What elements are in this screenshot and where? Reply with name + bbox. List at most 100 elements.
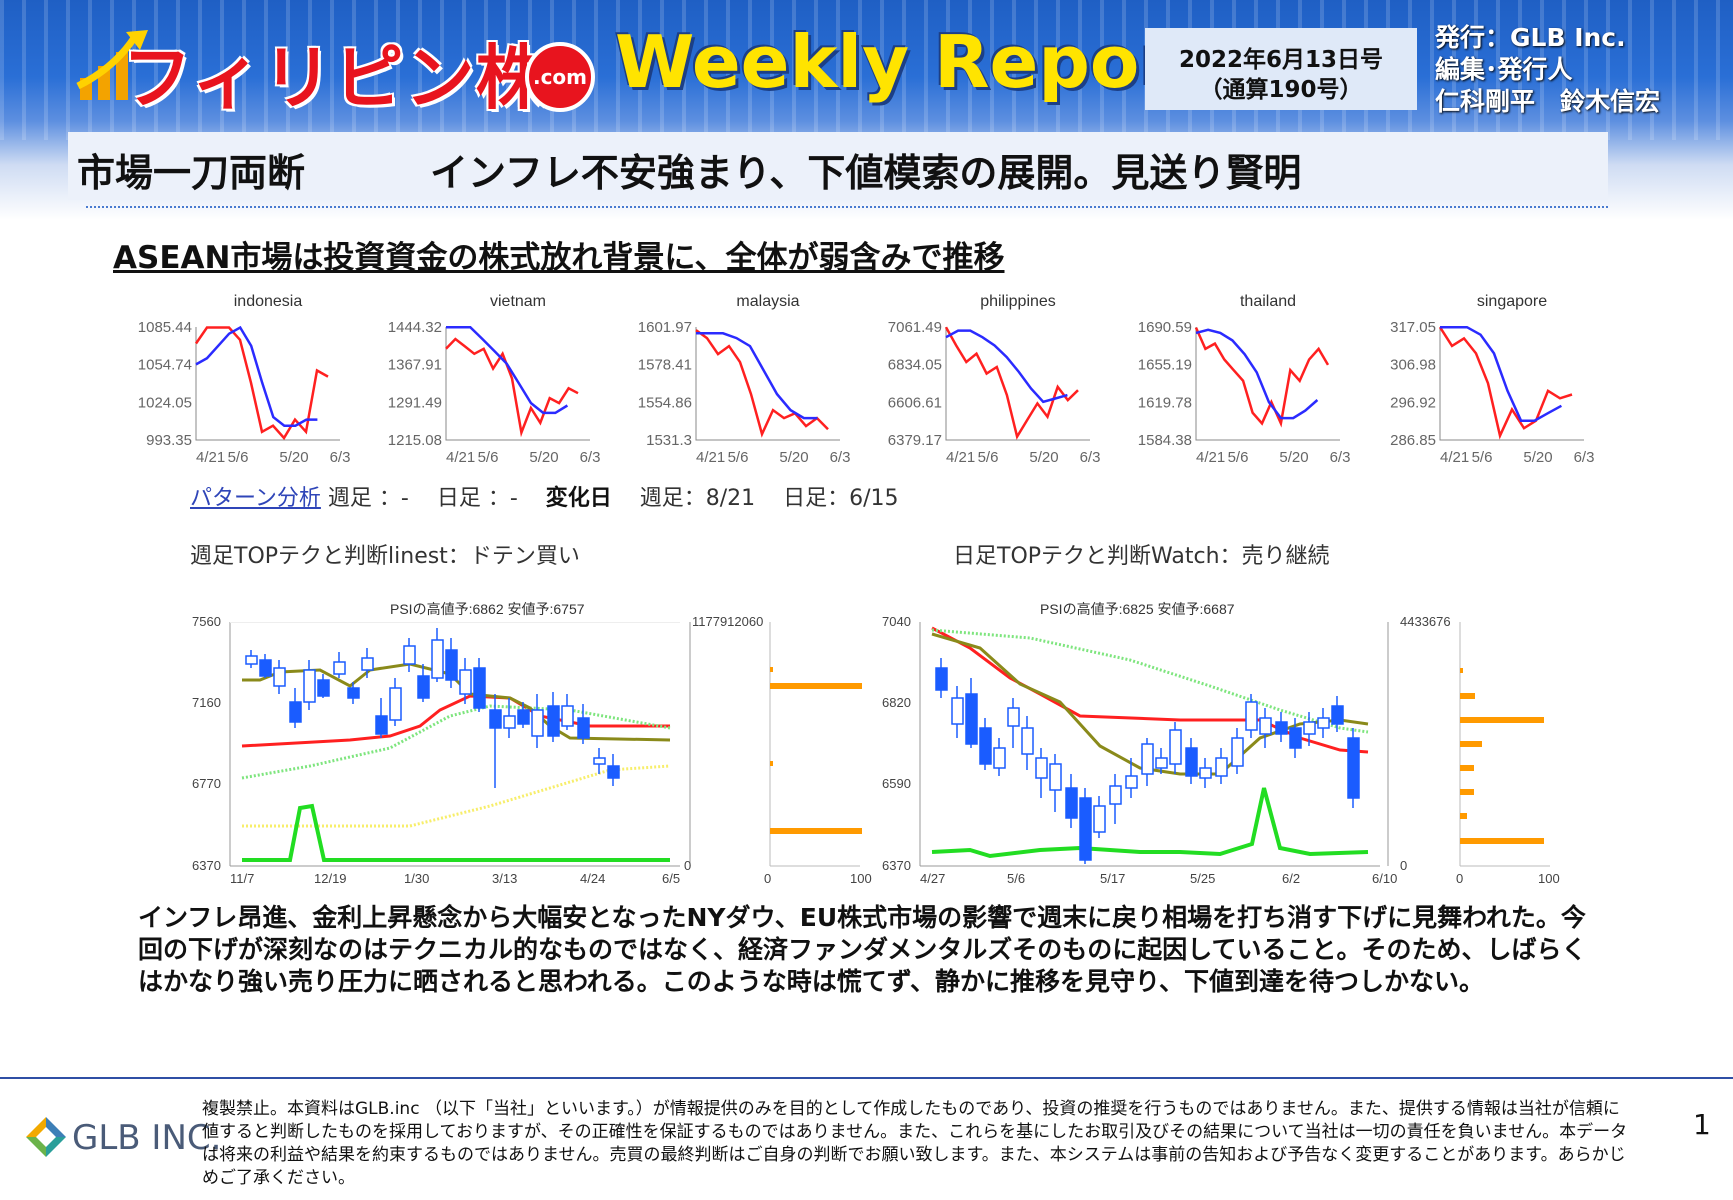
glb-logo-text: GLB INC. [72, 1118, 222, 1158]
mini-series-line [696, 332, 818, 420]
glb-logo-icon [26, 1117, 66, 1157]
editor-label: 編集･発行人 [1435, 55, 1573, 84]
mini-ytick: 1444.32 [388, 319, 442, 336]
mini-series-line [1440, 325, 1563, 422]
candlestick [1215, 757, 1228, 777]
daily-ytick: 6820 [882, 695, 911, 710]
pattern-daily: 日足 ：- [436, 486, 518, 511]
candlestick [375, 715, 388, 735]
mini-xtick: 4/21 [696, 449, 725, 466]
mini-chart-title: malaysia [736, 293, 799, 310]
candlestick [1331, 705, 1344, 725]
weekly-volume-bar [770, 828, 862, 834]
candlestick [577, 717, 590, 739]
mini-xtick: 5/6 [1472, 449, 1493, 466]
candlestick [1347, 737, 1360, 799]
change-day-daily: 日足：6/15 [783, 486, 899, 511]
pattern-analysis-row: パターン分析 週足 ：- 日足 ：- 変化日 週足：8/21 日足：6/15 [190, 480, 899, 512]
mini-ytick: 1054.74 [138, 357, 192, 374]
daily-green-oscillator [931, 787, 1369, 859]
candlestick [607, 765, 620, 779]
mini-chart-title: philippines [980, 293, 1056, 310]
mini-ytick: 1578.41 [638, 357, 692, 374]
mini-xtick: 4/21 [1440, 449, 1469, 466]
weekly-volume-max: 1177912060 [692, 614, 763, 629]
candlestick [389, 687, 402, 721]
publisher: 発行：GLB Inc. [1435, 23, 1626, 52]
commentary-text: インフレ昂進、金利上昇懸念から大幅安となったNYダウ、EU株式市場の影響で週末に… [138, 903, 1587, 996]
candlestick [445, 649, 458, 681]
sub-heading: ASEAN市場は投資資金の株式放れ背景に、全体が弱含みで推移 [113, 240, 1005, 276]
daily-technical-chart: PSIの高値予:6825 安値予:6687 7040 6820 6590 637… [882, 601, 1560, 886]
section-label: 市場一刀両断 [77, 151, 306, 195]
mini-chart-vietnam: vietnam 1444.32 1367.91 1291.49 1215.08 4/21 5… [368, 282, 618, 472]
candlestick [417, 675, 430, 699]
mini-xtick: 5/20 [1029, 449, 1058, 466]
mini-xtick: 4/21 [1196, 449, 1225, 466]
mini-series-line [1194, 327, 1330, 428]
daily-vol-axis-max: 100 [1538, 871, 1560, 886]
daily-volume-bar [1460, 741, 1482, 747]
mini-ytick: 1554.86 [638, 394, 692, 411]
daily-xtick: 6/10 [1372, 871, 1397, 886]
pattern-weekly: 週足 ：- [327, 486, 409, 511]
mini-chart-thailand: thailand 1690.59 1655.19 1619.78 1584.38 4/21… [1118, 282, 1368, 472]
mini-series-line [446, 325, 569, 415]
mini-chart-axis [445, 327, 590, 441]
page-number: 1 [1693, 1108, 1711, 1141]
mini-xtick: 4/21 [946, 449, 975, 466]
mini-xtick: 5/20 [529, 449, 558, 466]
daily-volume-tick [1460, 668, 1463, 673]
mini-xtick: 5/20 [279, 449, 308, 466]
candlestick [289, 701, 302, 723]
mini-xtick: 6/3 [330, 449, 351, 466]
mini-chart-indonesia: indonesia 1085.44 1054.74 1024.05 993.35 4/21… [118, 282, 368, 472]
weekly-volume-tick [770, 761, 773, 766]
candlestick [259, 659, 272, 677]
mini-xtick: 5/6 [978, 449, 999, 466]
daily-psi-caption: PSIの高値予:6825 安値予:6687 [1040, 601, 1235, 617]
daily-right-zero: 0 [1400, 858, 1407, 873]
candlestick [1125, 775, 1138, 789]
change-day-weekly: 週足：8/21 [639, 486, 756, 511]
pattern-analysis-link[interactable]: パターン分析 [190, 486, 321, 511]
candlestick [303, 669, 316, 703]
mini-xtick: 6/3 [1574, 449, 1595, 466]
candlestick [1065, 787, 1078, 819]
mini-ytick: 1367.91 [388, 357, 442, 374]
daily-xtick: 4/27 [920, 871, 945, 886]
mini-series-line [944, 326, 1079, 440]
dotted-divider [86, 206, 1608, 208]
disclaimer-text: 複製禁止。本資料はGLB.inc （以下「当社」といいます。）が情報提供のみを目… [202, 1099, 1628, 1188]
candlestick [317, 679, 330, 697]
mini-ytick: 993.35 [146, 432, 192, 449]
daily-xtick: 5/17 [1100, 871, 1125, 886]
mini-chart-axis [1195, 327, 1340, 441]
mini-series-line [695, 329, 829, 438]
candlestick [1141, 743, 1154, 775]
daily-ytick: 6590 [882, 776, 911, 791]
daily-ytick: 6370 [882, 858, 911, 873]
candlestick [431, 639, 444, 679]
weekly-right-zero: 0 [684, 858, 691, 873]
mini-ytick: 6834.05 [888, 357, 942, 374]
mini-chart-title: singapore [1477, 293, 1547, 310]
mini-xtick: 6/3 [830, 449, 851, 466]
mini-chart-title: thailand [1240, 293, 1296, 310]
issue-date: 2022年6月13日号 [1178, 47, 1384, 73]
mini-chart-title: indonesia [234, 293, 303, 310]
mini-xtick: 5/20 [1279, 449, 1308, 466]
candlestick [1259, 717, 1272, 735]
mini-series-line [194, 326, 329, 441]
candlestick [1109, 785, 1122, 805]
footer-divider [0, 1077, 1733, 1079]
weekly-xtick: 12/19 [314, 871, 347, 886]
mini-ytick: 1291.49 [388, 394, 442, 411]
candlestick [935, 667, 948, 691]
mini-ytick: 286.85 [1390, 432, 1436, 449]
mini-ytick: 1085.44 [138, 319, 192, 336]
weekly-vol-axis-max: 100 [850, 871, 872, 886]
mini-series-line [195, 325, 318, 427]
daily-volume-bar [1460, 838, 1544, 844]
mini-xtick: 4/21 [196, 449, 225, 466]
